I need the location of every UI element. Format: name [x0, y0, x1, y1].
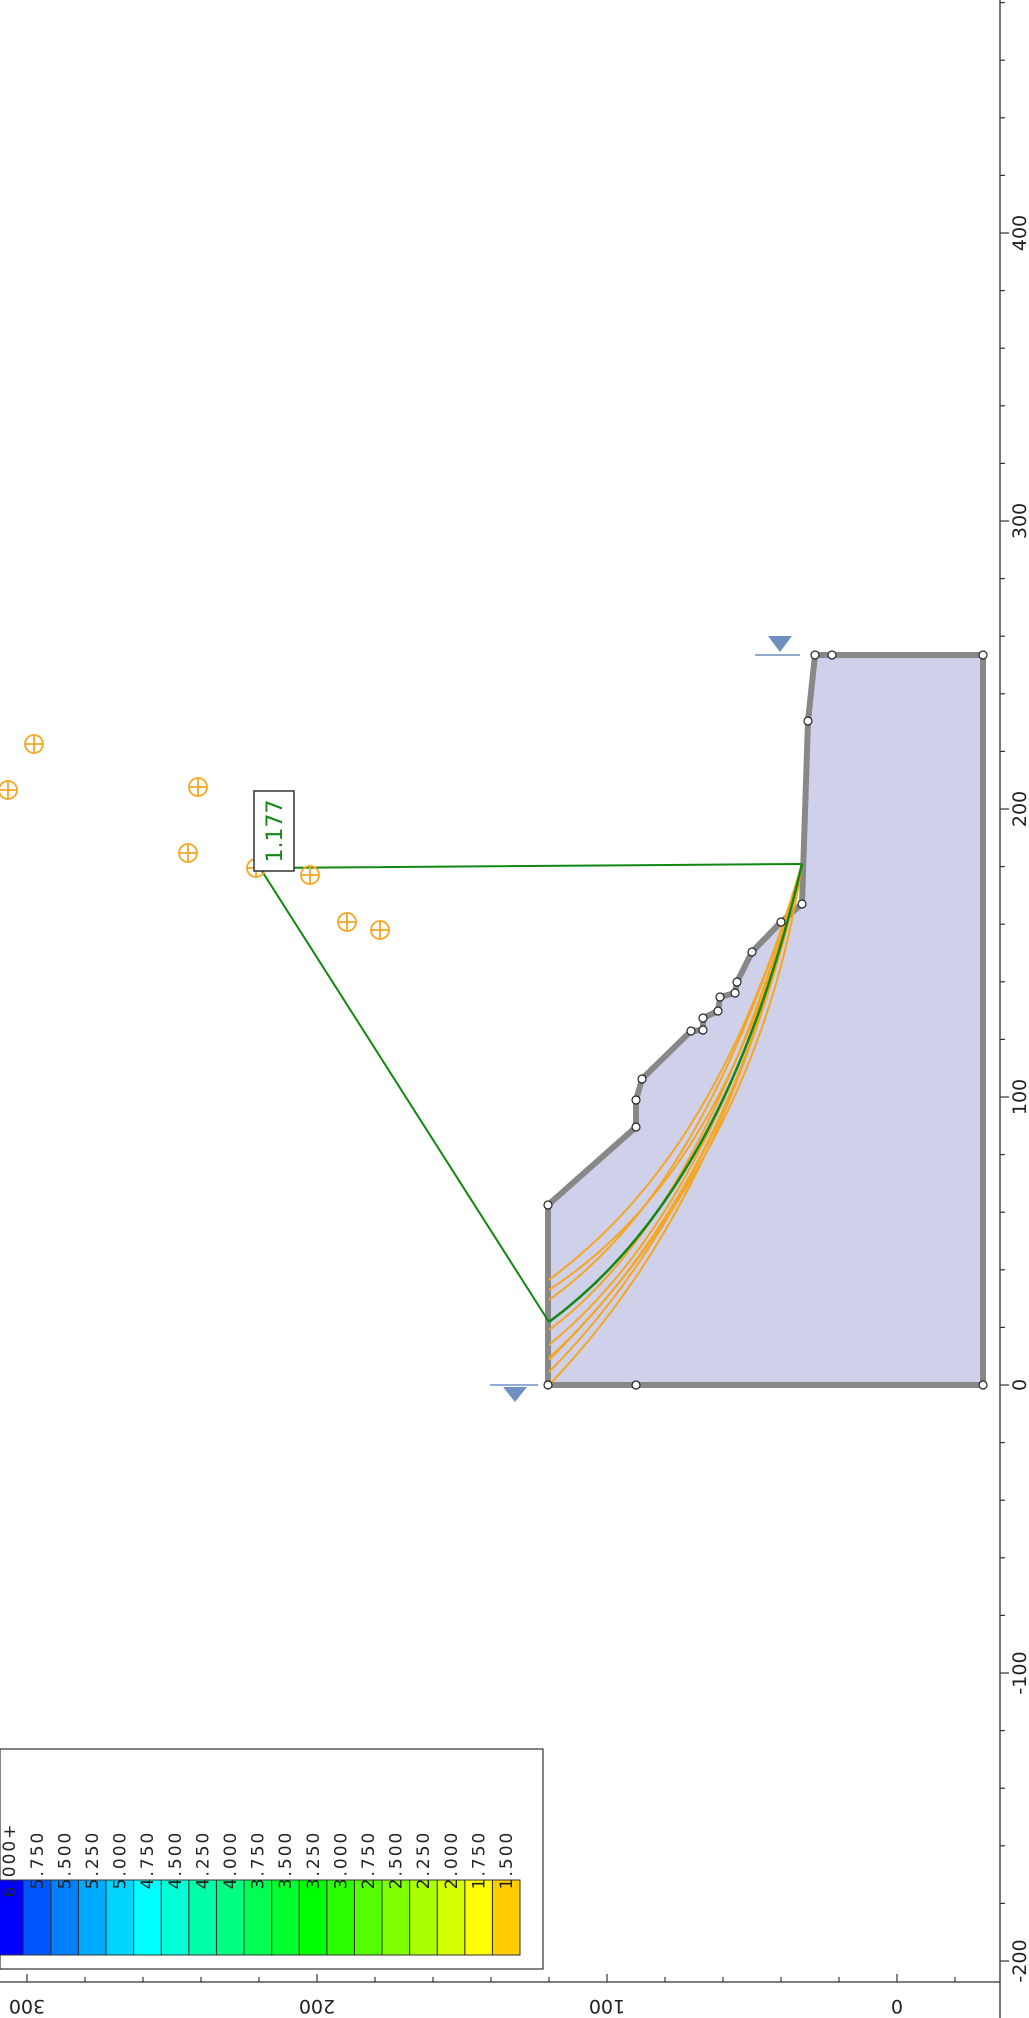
- legend-swatch: [0, 1879, 24, 1956]
- vertex-point[interactable]: [732, 977, 742, 987]
- vertex-point[interactable]: [776, 917, 786, 927]
- legend-label: 5.000: [111, 1831, 131, 1890]
- vertical-ruler-label: 200: [1009, 791, 1029, 827]
- legend-swatch: [353, 1879, 383, 1956]
- vertex-point[interactable]: [698, 1013, 708, 1023]
- legend-swatch: [243, 1879, 273, 1956]
- vertical-ruler-label: 100: [1009, 1079, 1029, 1115]
- vertex-point[interactable]: [715, 992, 725, 1002]
- legend-swatch: [160, 1879, 190, 1956]
- legend-swatch: [188, 1879, 217, 1956]
- vertical-ruler-label: 0: [1009, 1379, 1029, 1391]
- legend-swatch: [326, 1879, 355, 1956]
- vertical-ruler-label: -100: [1009, 1651, 1029, 1694]
- critical-slip-surface[interactable]: [548, 863, 804, 1324]
- legend-swatch: [436, 1879, 466, 1956]
- vertex-point[interactable]: [543, 1200, 553, 1210]
- vertical-ruler: -200 -100 0 100 200 300 400: [999, 0, 1029, 2018]
- vertex-point[interactable]: [686, 1026, 696, 1036]
- vertical-ruler-label: 300: [1009, 503, 1029, 539]
- vertical-ruler-label: -200: [1009, 1939, 1029, 1982]
- legend-swatch: [298, 1879, 328, 1956]
- legend-label: 5.250: [83, 1831, 103, 1890]
- vertex-point[interactable]: [543, 1380, 553, 1390]
- legend-swatch: [22, 1879, 52, 1956]
- legend-swatch: [50, 1879, 79, 1956]
- vertical-ruler-label: 400: [1009, 215, 1029, 251]
- legend-label: 3.250: [304, 1831, 324, 1890]
- vertex-point[interactable]: [698, 1025, 708, 1035]
- trial-slip-surfaces: [548, 863, 803, 1386]
- vertex-point[interactable]: [810, 650, 820, 660]
- legend-label: 4.000: [221, 1831, 241, 1890]
- factor-of-safety-label[interactable]: 1.177: [253, 790, 295, 872]
- vertex-point[interactable]: [713, 1006, 723, 1016]
- vertex-point[interactable]: [730, 988, 740, 998]
- vertex-point[interactable]: [631, 1095, 641, 1105]
- bottom-ruler-label: 0: [891, 1995, 903, 2017]
- vertex-point[interactable]: [827, 650, 837, 660]
- water-table-marker-right: [755, 636, 800, 656]
- legend-swatch: [381, 1879, 411, 1956]
- vertex-point[interactable]: [978, 1380, 988, 1390]
- legend: 1.500 1.750 2.000 2.250 2.500 2.750 3.000 3.250…: [0, 1748, 544, 1970]
- legend-swatch: [491, 1879, 521, 1956]
- bottom-ruler-label: 300: [9, 1995, 45, 2017]
- legend-label: 4.250: [193, 1831, 213, 1890]
- vertex-point[interactable]: [978, 650, 988, 660]
- vertex-point[interactable]: [637, 1074, 647, 1084]
- legend-label: 2.000: [442, 1831, 462, 1890]
- vertex-point[interactable]: [803, 716, 813, 726]
- bottom-ruler-label: 200: [299, 1995, 335, 2017]
- bottom-ruler-label: 100: [589, 1995, 625, 2017]
- vertex-point[interactable]: [631, 1380, 641, 1390]
- vertex-point[interactable]: [747, 947, 757, 957]
- factor-of-safety-value: 1.177: [263, 800, 288, 863]
- geometry-vertices: [543, 650, 988, 1390]
- legend-label: 3.000: [331, 1831, 351, 1890]
- legend-swatch: [77, 1879, 107, 1956]
- legend-label: 5.500: [55, 1831, 75, 1890]
- legend-swatch: [271, 1879, 300, 1956]
- vertex-point[interactable]: [631, 1122, 641, 1132]
- legend-label: 2.500: [387, 1831, 407, 1890]
- water-table-marker-left: [490, 1384, 538, 1402]
- legend-label: 6.000+: [0, 1823, 20, 1898]
- slip-centre-grid: [0, 734, 390, 940]
- legend-label: 3.500: [276, 1831, 296, 1890]
- legend-label: 2.750: [359, 1831, 379, 1890]
- legend-label: 2.250: [414, 1831, 434, 1890]
- vertex-point[interactable]: [797, 899, 807, 909]
- legend-swatch: [133, 1879, 162, 1956]
- legend-label: 3.750: [249, 1831, 269, 1890]
- legend-label: 4.750: [138, 1831, 158, 1890]
- legend-swatch: [215, 1879, 245, 1956]
- legend-swatch: [409, 1879, 438, 1956]
- bottom-ruler: 0 100 200 300: [0, 1974, 1000, 2017]
- legend-label: 4.500: [166, 1831, 186, 1890]
- legend-label: 5.750: [28, 1831, 48, 1890]
- legend-label: 1.750: [469, 1831, 489, 1890]
- legend-label: 1.500: [497, 1831, 517, 1890]
- legend-swatch: [464, 1879, 493, 1956]
- legend-swatch: [105, 1879, 135, 1956]
